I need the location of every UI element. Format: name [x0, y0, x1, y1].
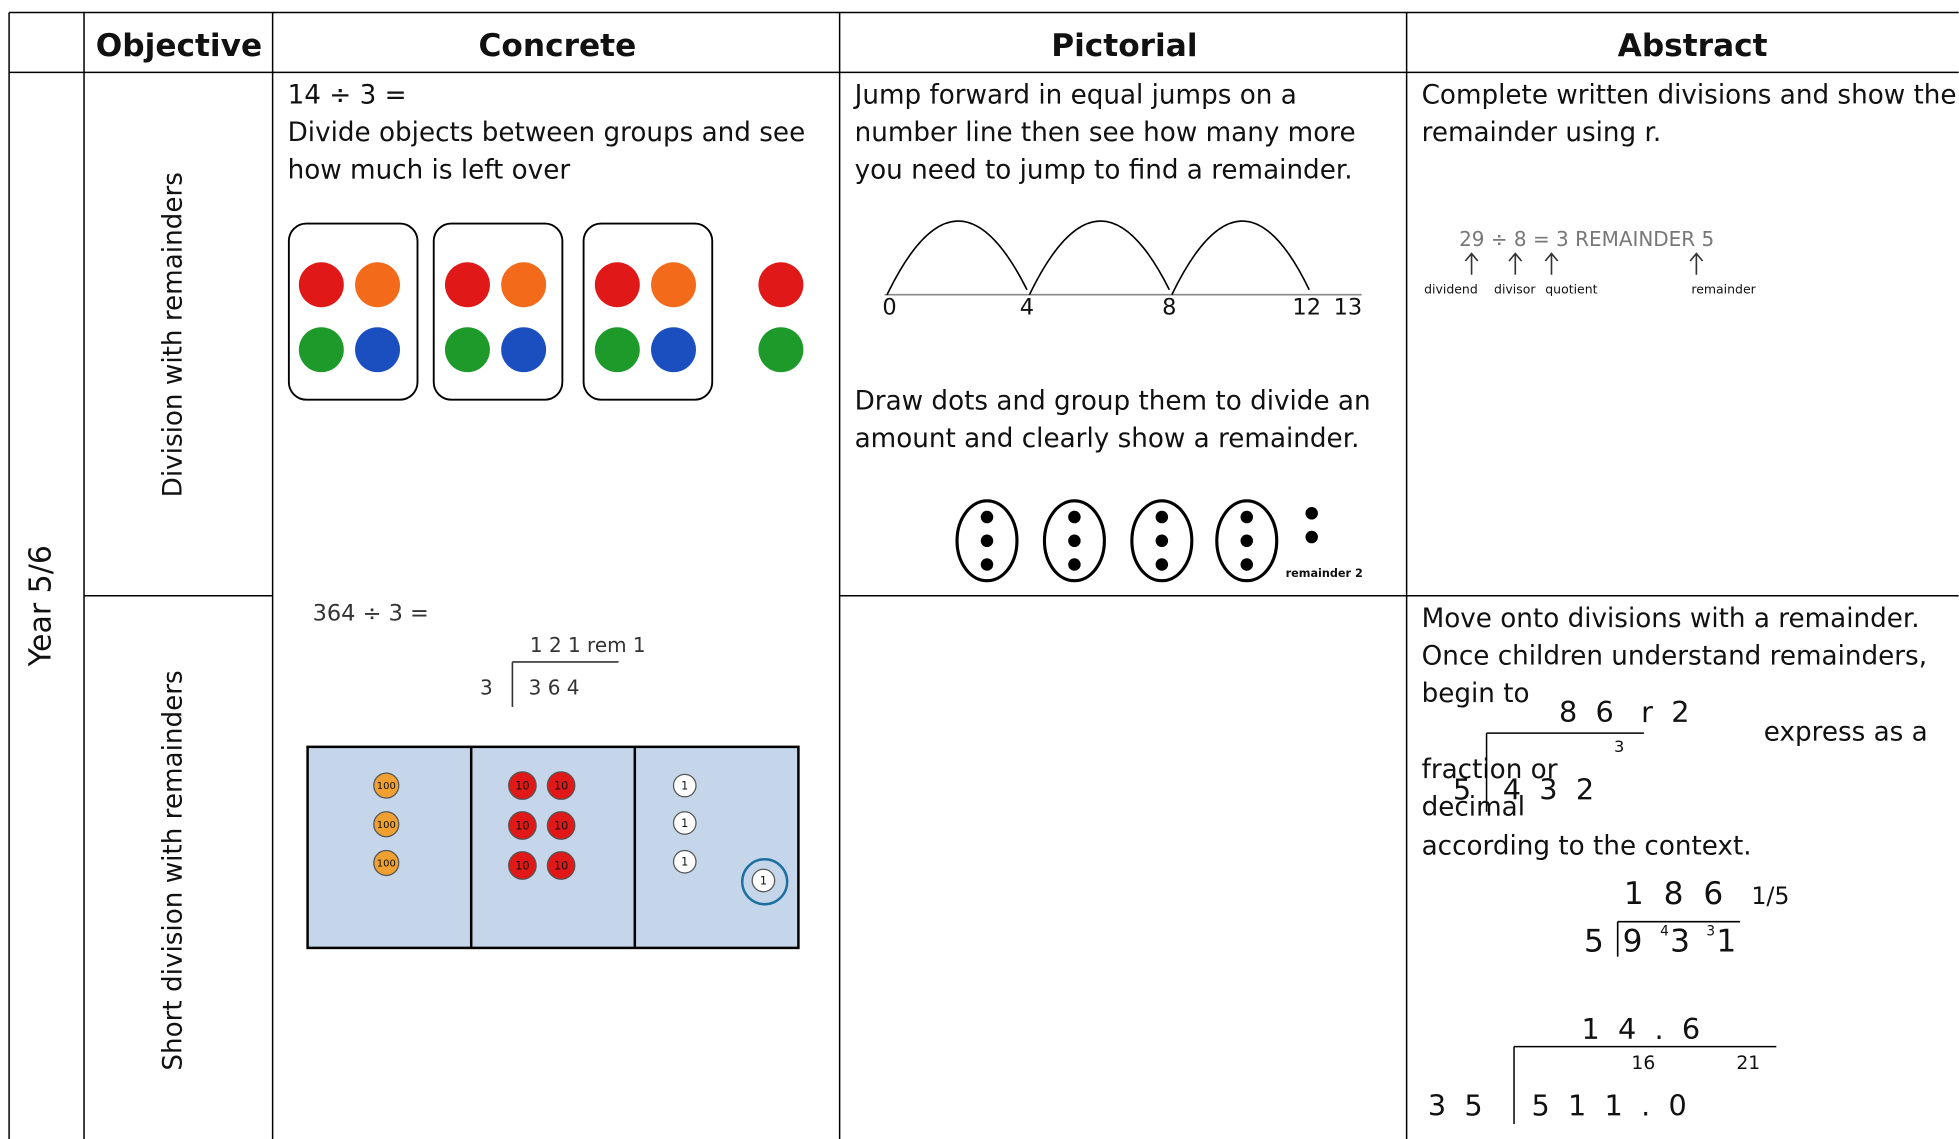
diagram-label: dividend — [1424, 281, 1478, 296]
text-line: amount and clearly show a remainder. — [855, 424, 1360, 454]
counter — [546, 771, 576, 800]
ring — [740, 857, 789, 906]
digit: 1 — [1716, 924, 1736, 960]
dots-label: remainder 2 — [1286, 567, 1363, 580]
counter-label: 1 — [681, 779, 688, 792]
header: Pictorial — [1051, 28, 1197, 64]
diagram-label: quotient — [1545, 281, 1597, 296]
carry: 3 — [1706, 923, 1715, 939]
counter — [508, 811, 537, 840]
counter — [373, 849, 400, 877]
divisor: 3 5 — [1428, 1088, 1483, 1122]
counter — [373, 772, 400, 799]
number-label: 0 — [882, 295, 896, 321]
text-line: 14 ÷ 3 = — [288, 81, 407, 111]
dot-groups — [955, 499, 1318, 583]
counter-label: 10 — [515, 859, 529, 872]
counter — [672, 811, 697, 835]
bus-stop — [1485, 732, 1644, 812]
counter — [546, 811, 576, 840]
digit: 3 — [1670, 924, 1690, 960]
dividend: 4 3 2 — [1503, 772, 1594, 806]
counters: 100 100 100 10 10 10 10 10 10 1 1 1 1 — [373, 771, 776, 893]
text-line: Divide objects between groups and see — [288, 118, 806, 148]
text-line: you need to jump to find a remainder. — [855, 156, 1353, 186]
carry: 4 — [1660, 923, 1669, 939]
text-line: Draw dots and group them to divide an — [855, 387, 1371, 417]
diagram-label: divisor — [1494, 281, 1536, 296]
text-line: Complete written divisions and show the — [1422, 81, 1957, 111]
counter — [373, 811, 400, 838]
objective: Short division with remainders — [158, 670, 188, 1070]
text-line: Once children understand remainders, — [1422, 641, 1927, 671]
bears — [298, 262, 804, 373]
counter-label: 10 — [554, 819, 568, 832]
objective: Division with remainders — [158, 172, 188, 497]
counter — [672, 849, 697, 874]
answer: 8 6 r 2 — [1559, 695, 1690, 729]
number-label: 13 — [1334, 295, 1363, 321]
counter-label: 10 — [515, 819, 529, 832]
number-label: 8 — [1162, 295, 1176, 321]
counter-label: 10 — [515, 779, 529, 792]
question: 364 ÷ 3 = — [313, 601, 429, 627]
bus-stop — [1513, 1045, 1777, 1125]
counter — [508, 851, 537, 880]
header: Objective — [96, 28, 262, 64]
text-line: number line then see how many more — [855, 118, 1356, 148]
number-label: 4 — [1020, 295, 1034, 321]
bear-groups — [287, 222, 714, 401]
text-line: how much is left over — [288, 156, 571, 186]
counter — [508, 771, 537, 800]
counter-label: 1 — [681, 856, 688, 869]
text-line: Jump forward in equal jumps on a — [853, 81, 1297, 111]
header: Abstract — [1618, 28, 1768, 64]
counter — [751, 868, 776, 893]
year-label: Year 5/6 — [23, 545, 58, 667]
bus-stop — [1616, 920, 1741, 957]
answer: 1 4 . 6 — [1581, 1012, 1700, 1046]
equation: 29 ÷ 8 = 3 REMAINDER 5 — [1459, 227, 1714, 251]
counter-label: 1 — [681, 817, 688, 830]
answer: 1 8 6 — [1624, 876, 1723, 912]
carry: 21 — [1736, 1053, 1760, 1074]
arrows — [1464, 252, 1704, 275]
dividend: 5 1 1 . 0 — [1532, 1088, 1687, 1122]
counter-label: 10 — [554, 779, 568, 792]
diagram-label: remainder — [1691, 281, 1756, 296]
counter-label: 100 — [377, 858, 396, 869]
text-line: decimal — [1422, 793, 1525, 823]
counter-label: 100 — [377, 820, 396, 831]
carry: 3 — [1614, 737, 1624, 756]
counter-label: 10 — [554, 859, 568, 872]
carry: 16 — [1631, 1053, 1655, 1074]
number-label: 12 — [1292, 295, 1321, 321]
counter — [546, 851, 576, 880]
table-grid — [8, 11, 1959, 1139]
digit: 9 — [1623, 924, 1643, 960]
text-line: according to the context. — [1422, 831, 1752, 861]
divisor: 3 — [480, 675, 493, 699]
fraction: 1/5 — [1751, 882, 1789, 910]
bus-stop — [511, 661, 619, 707]
counter-label: 100 — [377, 781, 396, 792]
text-line: express as a — [1764, 718, 1928, 748]
counter-label: 1 — [760, 874, 767, 887]
dividend: 3 6 4 — [529, 675, 580, 699]
counter — [672, 773, 697, 798]
divisor: 5 — [1453, 772, 1471, 806]
text-line: Move onto divisions with a remainder. — [1422, 604, 1920, 634]
text-line: remainder using r. — [1422, 118, 1662, 148]
text-line: begin to — [1422, 679, 1530, 709]
header: Concrete — [478, 28, 636, 64]
number-line — [884, 220, 1362, 296]
text-line: fraction or — [1422, 755, 1558, 785]
divisor: 5 — [1584, 924, 1604, 960]
answer: 1 2 1 rem 1 — [530, 633, 646, 657]
